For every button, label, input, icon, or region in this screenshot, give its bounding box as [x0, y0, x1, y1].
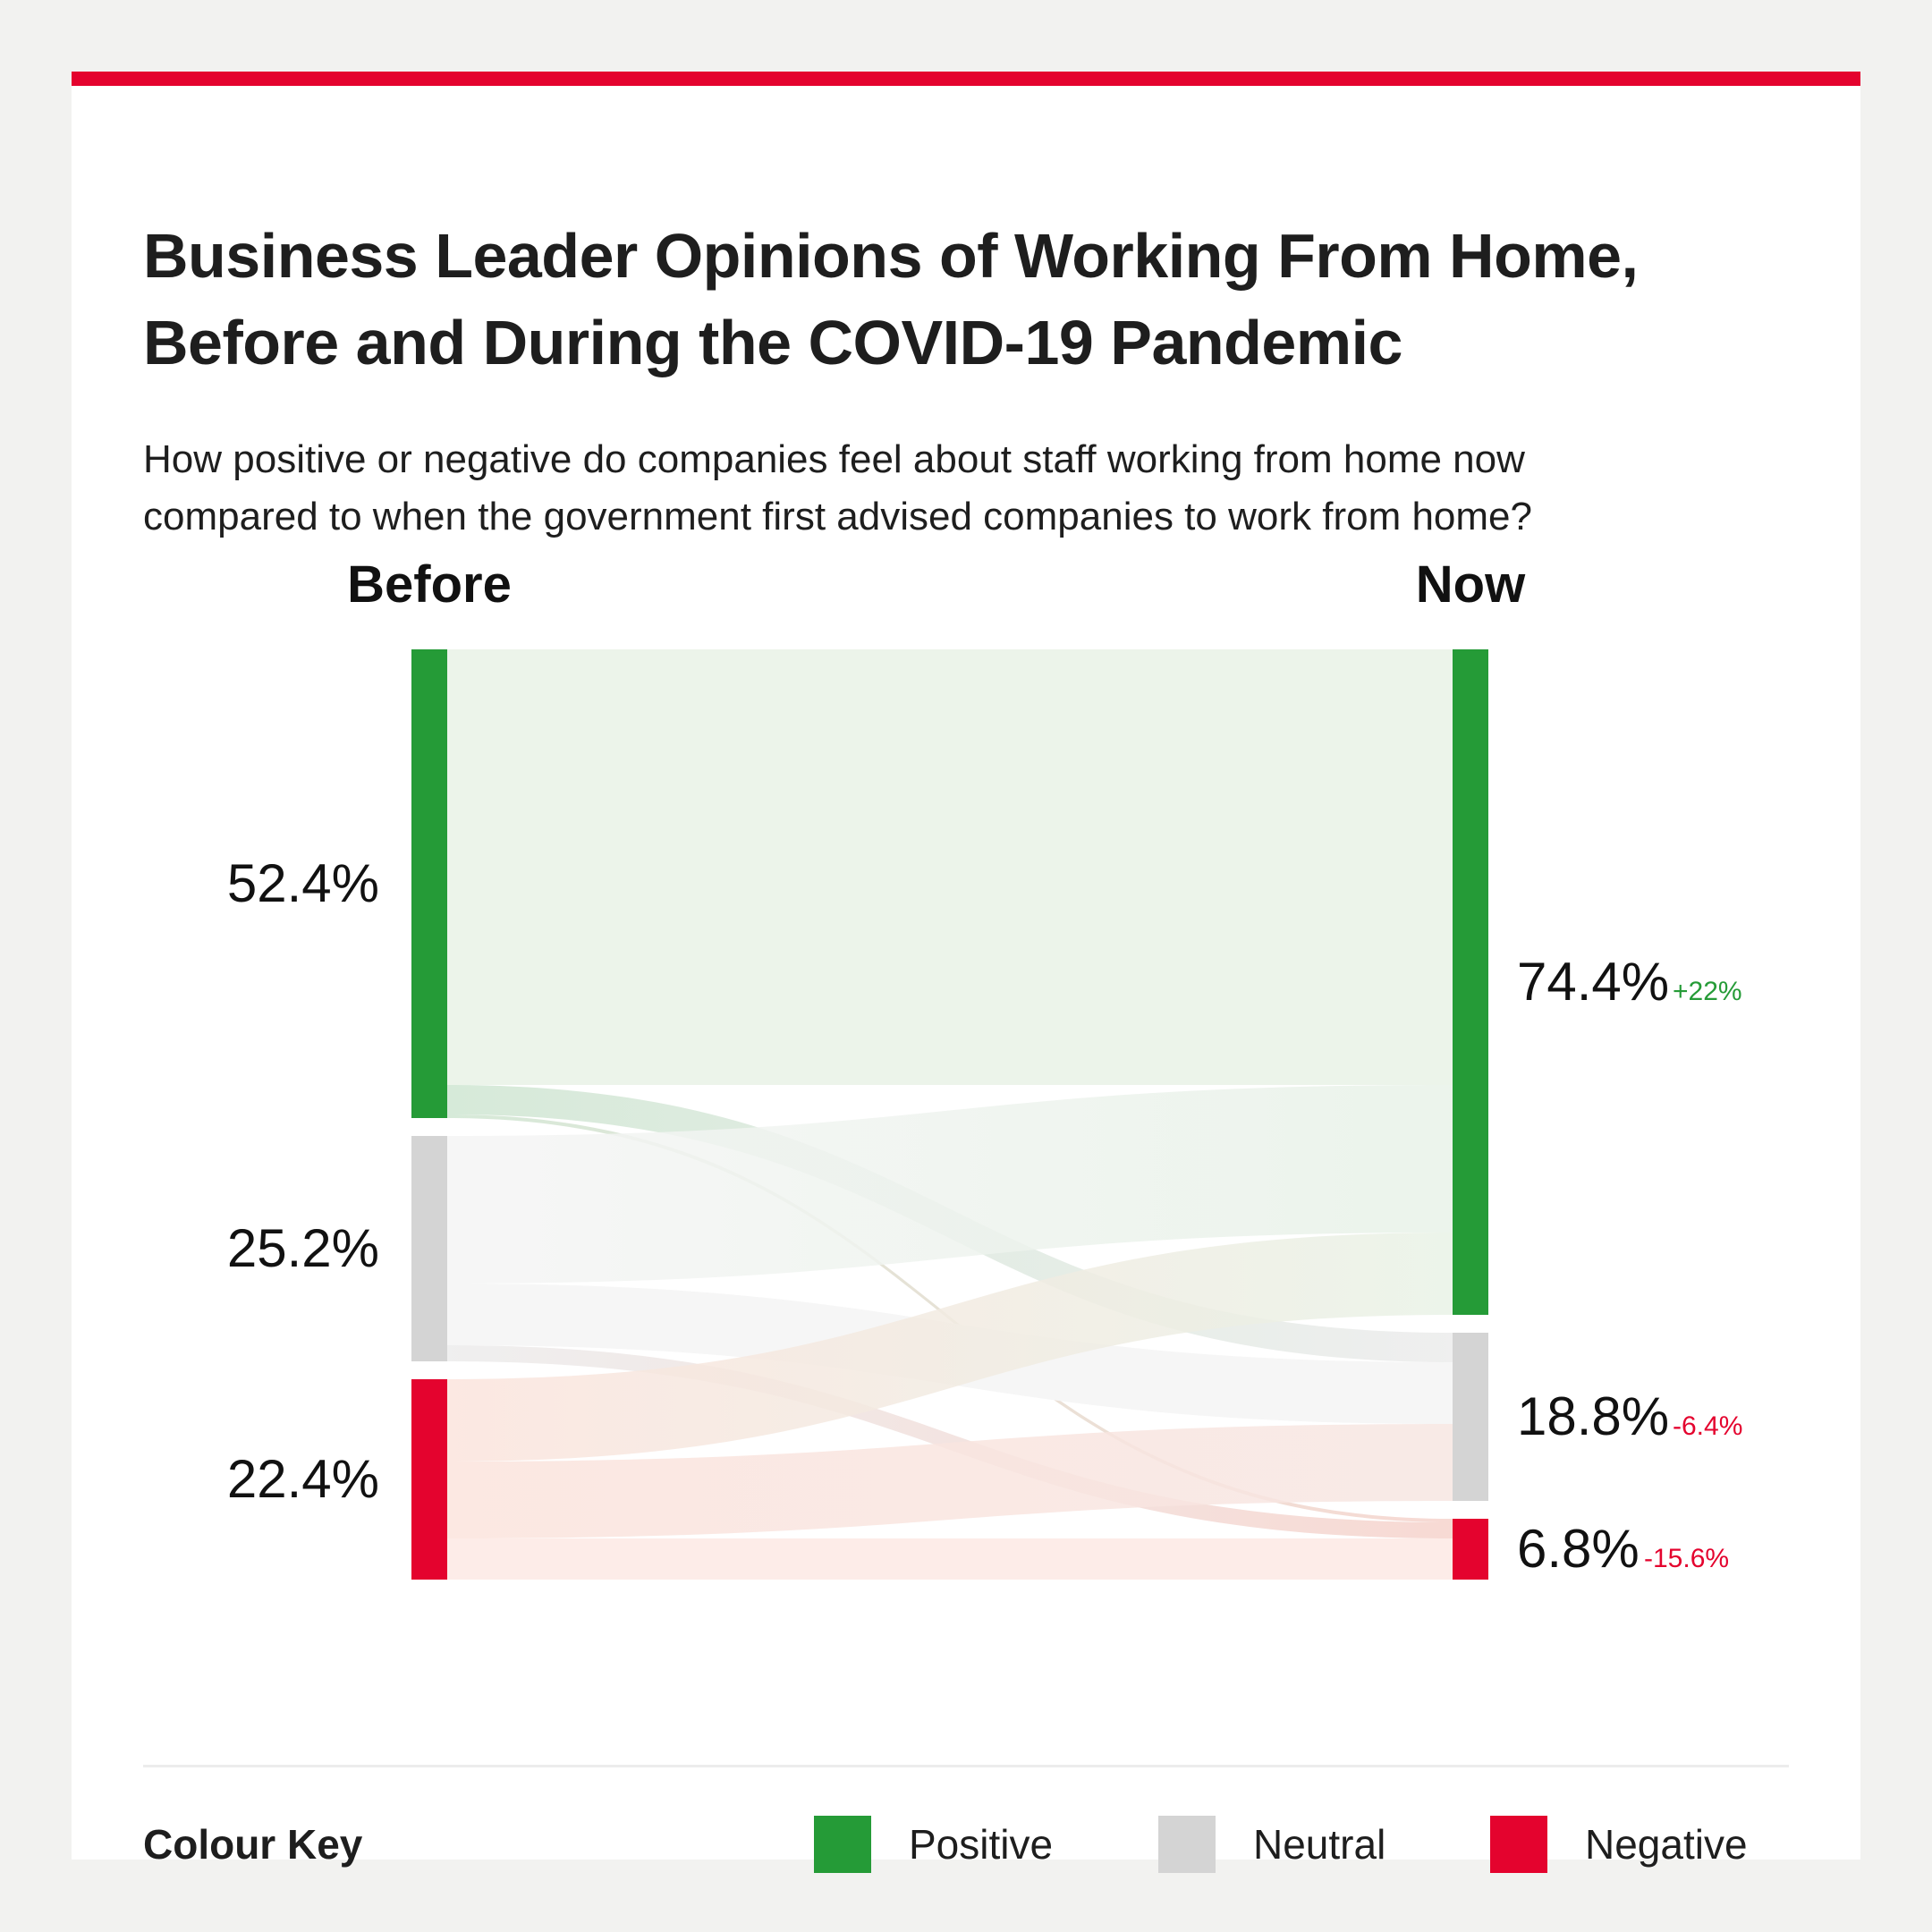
flow-negative-to-negative	[447, 1538, 1453, 1580]
label-before-neutral: 25.2%	[227, 1218, 379, 1278]
node-before-neutral	[411, 1136, 447, 1361]
nodes-layer	[411, 649, 1488, 1580]
accent-bar	[72, 72, 1860, 86]
legend-label-negative: Negative	[1585, 1821, 1748, 1868]
legend-title: Colour Key	[143, 1821, 363, 1868]
chart-subtitle: How positive or negative do companies fe…	[143, 431, 1789, 546]
title-line-1: Business Leader Opinions of Working From…	[143, 221, 1639, 291]
legend-swatch-negative	[1490, 1816, 1547, 1873]
legend-swatch-positive	[814, 1816, 871, 1873]
legend-label-positive: Positive	[909, 1821, 1054, 1868]
flows-layer	[447, 649, 1453, 1580]
flow-positive-to-positive	[447, 649, 1453, 1085]
legend-label-neutral: Neutral	[1253, 1821, 1386, 1868]
subtitle-line-1: How positive or negative do companies fe…	[143, 437, 1525, 481]
label-before-positive: 52.4%	[227, 853, 379, 913]
chart-title: Business Leader Opinions of Working From…	[143, 213, 1789, 386]
legend-swatch-neutral	[1158, 1816, 1216, 1873]
column-header-before: Before	[347, 555, 512, 614]
flow-neutral-to-positive	[447, 1085, 1453, 1284]
label-now-neutral: 18.8%	[1517, 1386, 1669, 1446]
title-line-2: Before and During the COVID-19 Pandemic	[143, 308, 1402, 377]
node-before-negative	[411, 1379, 447, 1580]
label-now-positive: 74.4%	[1517, 952, 1669, 1012]
flow-negative-to-neutral	[447, 1424, 1453, 1538]
chart-card: Business Leader Opinions of Working From…	[72, 72, 1860, 1873]
change-now-neutral: -6.4%	[1673, 1411, 1742, 1441]
flow-neutral-to-negative	[447, 1345, 1453, 1538]
column-header-now: Now	[1416, 555, 1526, 614]
subtitle-line-2: compared to when the government first ad…	[143, 495, 1532, 538]
node-now-positive	[1453, 649, 1488, 1315]
sankey-chart: Before Now 52.4% 25.2% 22.4% 74.4% +22% 18.8% -6…	[227, 555, 1743, 1580]
change-now-negative: -15.6%	[1644, 1544, 1729, 1573]
node-now-negative	[1453, 1519, 1488, 1580]
node-now-neutral	[1453, 1333, 1488, 1501]
node-before-positive	[411, 649, 447, 1118]
flow-negative-to-positive	[447, 1233, 1453, 1462]
legend-divider	[143, 1765, 1789, 1767]
label-now-negative: 6.8%	[1517, 1519, 1640, 1579]
labels-layer: Before Now 52.4% 25.2% 22.4% 74.4% +22% 18.8% -6…	[227, 555, 1743, 1579]
change-now-positive: +22%	[1673, 977, 1742, 1006]
label-before-negative: 22.4%	[227, 1449, 379, 1509]
